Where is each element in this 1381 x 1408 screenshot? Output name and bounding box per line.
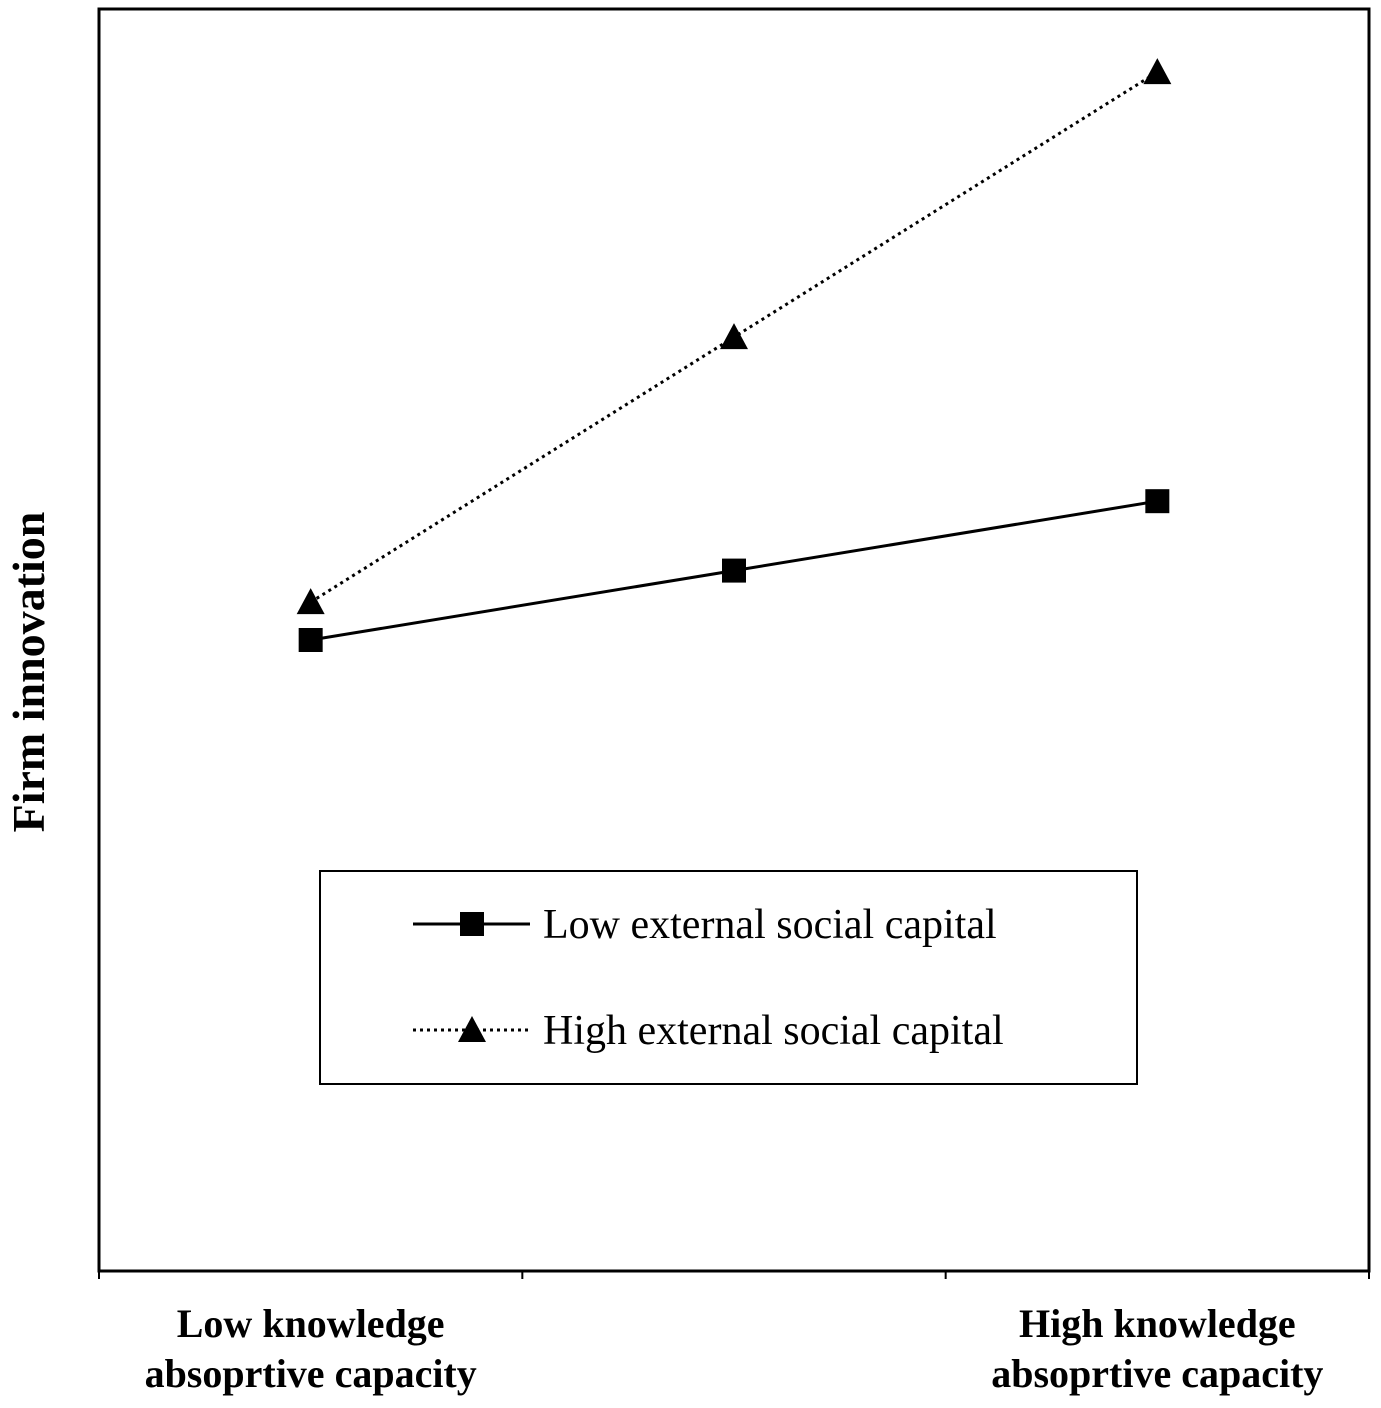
data-point	[720, 323, 748, 350]
data-point	[298, 628, 323, 652]
data-point	[1143, 58, 1172, 85]
x-tick-label: High knowledge absoprtive capacity	[991, 1301, 1323, 1396]
series-layer	[296, 58, 1172, 652]
legend-item: High external social capital	[413, 1008, 1004, 1054]
x-tick-label-line: Low knowledge	[177, 1301, 445, 1346]
x-axis-ticks	[98, 1271, 1370, 1279]
legend-item: Low external social capital	[413, 902, 997, 948]
data-point	[722, 558, 746, 583]
legend: Low external social capital High external…	[319, 870, 1138, 1085]
legend-marker	[460, 912, 484, 936]
legend-box	[319, 870, 1138, 1085]
x-tick-label: Low knowledge absoprtive capacity	[145, 1301, 477, 1396]
plot-frame	[97, 7, 1371, 1273]
data-point	[296, 588, 325, 615]
legend-label: High external social capital	[543, 1008, 1004, 1054]
y-axis-label: Firm innovation	[3, 512, 54, 833]
series-2	[296, 58, 1172, 615]
data-point	[1145, 489, 1170, 514]
x-tick-label-line: absoprtive capacity	[991, 1351, 1323, 1396]
series-1	[298, 489, 1170, 652]
legend-marker	[458, 1016, 486, 1042]
legend-label: Low external social capital	[543, 902, 997, 948]
x-tick-label-line: absoprtive capacity	[145, 1351, 477, 1396]
legend-items: Low external social capital High external…	[413, 902, 1004, 1054]
x-tick-label-line: High knowledge	[1019, 1301, 1296, 1346]
